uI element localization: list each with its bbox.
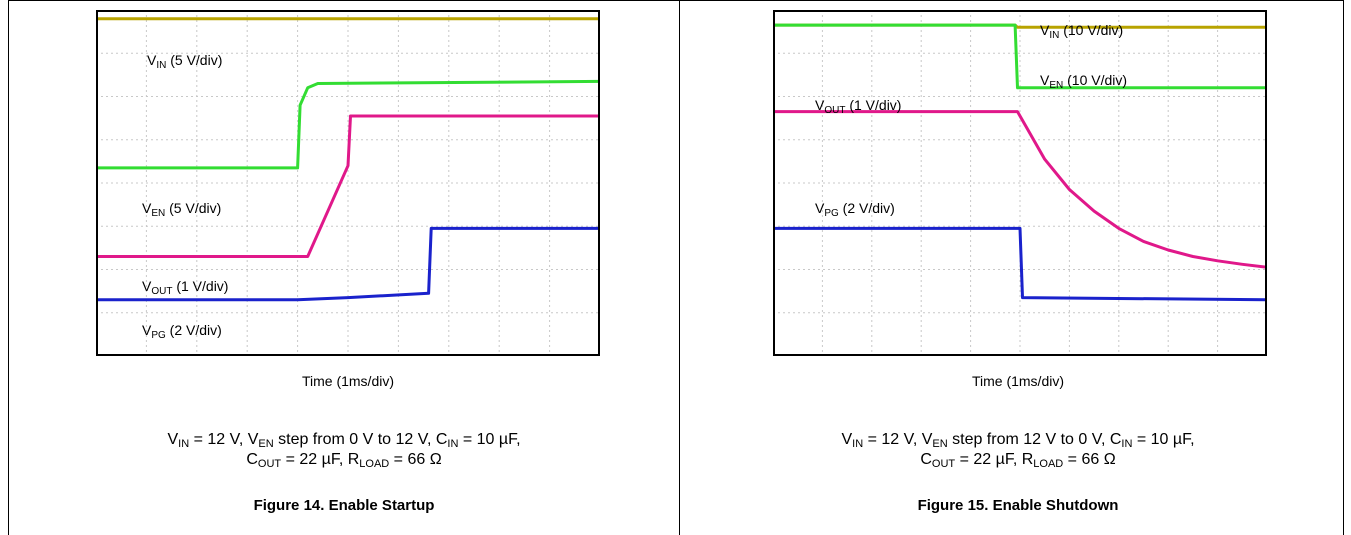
series-line-vpg: [773, 226, 1267, 302]
series-line-vout: [96, 114, 600, 258]
vout-label-fig15: VOUT (1 V/div): [815, 97, 902, 116]
column-divider: [679, 0, 680, 535]
scope-plot-fig14: [96, 10, 600, 356]
figure-title-fig15: Figure 15. Enable Shutdown: [917, 497, 1119, 514]
conditions-line2-fig15: COUT = 22 µF, RLOAD = 66 Ω: [718, 450, 1318, 474]
conditions-line1-fig14: VIN = 12 V, VEN step from 0 V to 12 V, C…: [44, 430, 644, 454]
vpg-label-fig14: VPG (2 V/div): [142, 322, 222, 341]
trace-label-subscript: OUT: [151, 286, 173, 297]
trace-label-subscript: PG: [151, 330, 166, 341]
series-line-vout: [773, 110, 1267, 269]
scope-svg-fig14: [96, 10, 600, 356]
conditions-text-part: = 22 µF, R: [281, 451, 360, 468]
conditions-text-part: = 12 V, V: [863, 431, 933, 448]
conditions-line2-fig14: COUT = 22 µF, RLOAD = 66 Ω: [44, 450, 644, 474]
conditions-text-part: V: [167, 431, 179, 448]
figure-title-fig14: Figure 14. Enable Startup: [253, 497, 435, 514]
conditions-text-part: IN: [178, 438, 190, 450]
conditions-text-part: = 66 Ω: [1063, 451, 1116, 468]
trace-label-subscript: OUT: [824, 105, 846, 116]
time-axis-label-fig15: Time (1ms/div): [971, 373, 1065, 389]
conditions-text-part: EN: [932, 438, 948, 450]
scope-border: [773, 10, 1267, 356]
ven-label-fig15: VEN (10 V/div): [1040, 72, 1128, 91]
conditions-text-part: IN: [1121, 438, 1133, 450]
scope-border: [96, 10, 600, 356]
conditions-text-part: = 22 µF, R: [955, 451, 1034, 468]
conditions-text-part: IN: [447, 438, 459, 450]
conditions-text-part: step from 0 V to 12 V, C: [273, 431, 448, 448]
series-line-ven: [773, 23, 1267, 90]
trace-label-subscript: PG: [824, 208, 839, 219]
scope-plot-fig15: [773, 10, 1267, 356]
ven-label-fig14: VEN (5 V/div): [142, 200, 222, 219]
conditions-text-part: OUT: [257, 458, 282, 470]
trace-label-subscript: EN: [151, 208, 166, 219]
conditions-text-part: EN: [258, 438, 274, 450]
vpg-label-fig15: VPG (2 V/div): [815, 200, 895, 219]
vin-label-fig15: VIN (10 V/div): [1040, 22, 1124, 41]
conditions-text-part: V: [841, 431, 853, 448]
figure-frame: [8, 0, 1344, 535]
conditions-text-part: = 10 µF,: [458, 431, 521, 448]
conditions-text-part: = 66 Ω: [389, 451, 442, 468]
conditions-text-part: OUT: [931, 458, 956, 470]
conditions-line1-fig15: VIN = 12 V, VEN step from 12 V to 0 V, C…: [718, 430, 1318, 454]
trace-label-subscript: IN: [156, 60, 167, 71]
trace-label-subscript: IN: [1049, 30, 1060, 41]
conditions-text-part: LOAD: [1033, 458, 1064, 470]
conditions-text-part: C: [246, 451, 258, 468]
conditions-text-part: IN: [852, 438, 864, 450]
time-axis-label-fig14: Time (1ms/div): [301, 373, 395, 389]
scope-svg-fig15: [773, 10, 1267, 356]
conditions-text-part: step from 12 V to 0 V, C: [947, 431, 1122, 448]
conditions-text-part: = 12 V, V: [189, 431, 259, 448]
conditions-text-part: = 10 µF,: [1132, 431, 1195, 448]
series-line-ven: [96, 79, 600, 170]
vin-label-fig14: VIN (5 V/div): [147, 52, 223, 71]
series-line-vpg: [96, 226, 600, 302]
trace-label-subscript: EN: [1049, 80, 1064, 91]
conditions-text-part: C: [920, 451, 932, 468]
vout-label-fig14: VOUT (1 V/div): [142, 278, 229, 297]
conditions-text-part: LOAD: [359, 458, 390, 470]
